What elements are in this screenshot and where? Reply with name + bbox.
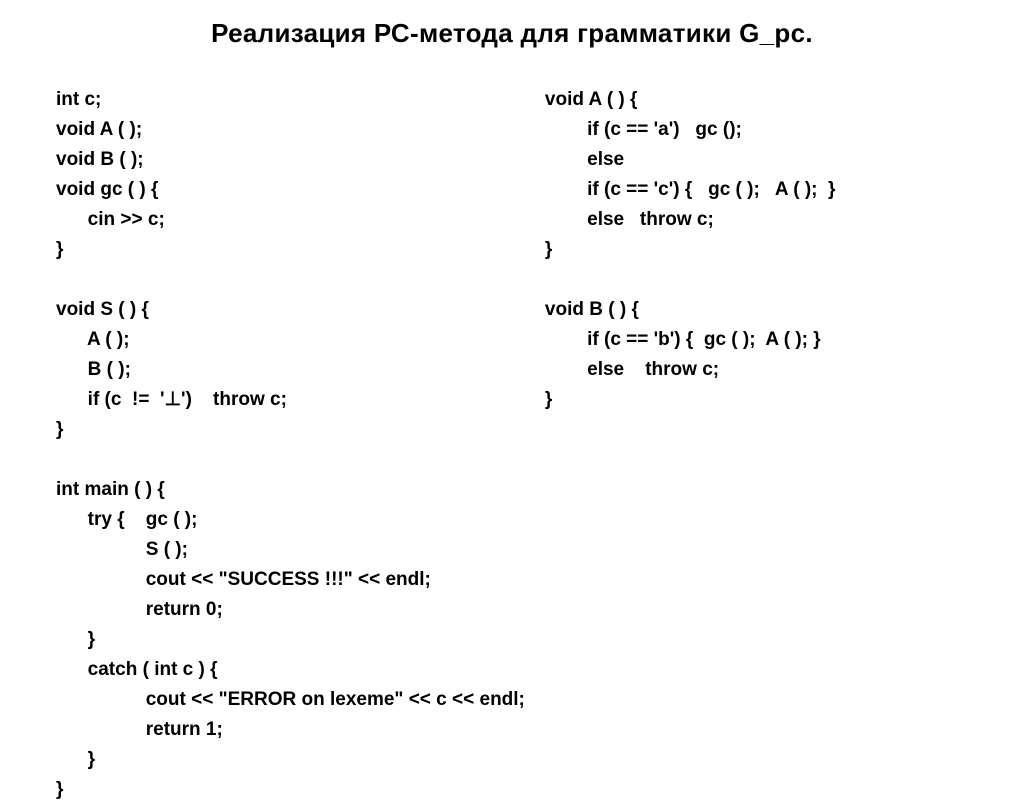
code-line: void A ( ) { <box>545 85 974 115</box>
code-line: else <box>545 145 974 175</box>
blank-line <box>56 445 525 475</box>
blank-line <box>56 265 525 295</box>
code-line: if (c == 'b') { gc ( ); A ( ); } <box>545 325 974 355</box>
code-line: A ( ); <box>56 325 525 355</box>
code-line: cout << "SUCCESS !!!" << endl; <box>56 565 525 595</box>
code-line: try { gc ( ); <box>56 505 525 535</box>
code-line: return 1; <box>56 715 525 745</box>
blank-line <box>545 265 974 295</box>
code-line: cin >> c; <box>56 205 525 235</box>
code-line: } <box>56 415 525 445</box>
code-line: if (c == 'c') { gc ( ); A ( ); } <box>545 175 974 205</box>
code-line: if (c == 'a') gc (); <box>545 115 974 145</box>
code-line: } <box>56 235 525 265</box>
code-line: else throw c; <box>545 205 974 235</box>
code-line: } <box>545 385 974 415</box>
code-line: void B ( ); <box>56 145 525 175</box>
code-line: } <box>56 625 525 655</box>
code-line: S ( ); <box>56 535 525 565</box>
code-columns: int c;void A ( );void B ( );void gc ( ) … <box>50 85 974 805</box>
code-line: else throw c; <box>545 355 974 385</box>
code-line: return 0; <box>56 595 525 625</box>
left-code-column: int c;void A ( );void B ( );void gc ( ) … <box>50 85 525 805</box>
code-line: void B ( ) { <box>545 295 974 325</box>
code-line: } <box>56 775 525 805</box>
code-line: void A ( ); <box>56 115 525 145</box>
code-line: catch ( int c ) { <box>56 655 525 685</box>
code-line: int main ( ) { <box>56 475 525 505</box>
code-line: } <box>56 745 525 775</box>
code-line: void S ( ) { <box>56 295 525 325</box>
code-line: cout << "ERROR on lexeme" << c << endl; <box>56 685 525 715</box>
code-line: } <box>545 235 974 265</box>
code-line: if (c != '⊥') throw c; <box>56 385 525 415</box>
slide-container: Реализация РС-метода для грамматики G_рс… <box>0 0 1024 768</box>
slide-title: Реализация РС-метода для грамматики G_рс… <box>50 18 974 49</box>
right-code-column: void A ( ) { if (c == 'a') gc (); else i… <box>545 85 974 805</box>
code-line: B ( ); <box>56 355 525 385</box>
code-line: void gc ( ) { <box>56 175 525 205</box>
code-line: int c; <box>56 85 525 115</box>
